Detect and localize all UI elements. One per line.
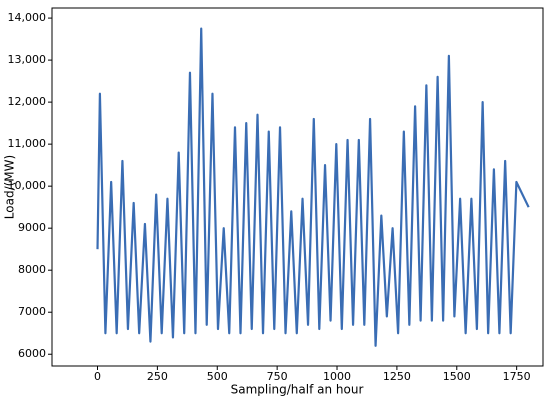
line-series xyxy=(96,27,530,347)
x-tick-label: 1000 xyxy=(323,370,351,383)
y-tick-label: 7000 xyxy=(18,305,46,318)
y-tick-label: 10,000 xyxy=(8,179,47,192)
y-tick-label: 11,000 xyxy=(8,137,47,150)
x-tick-label: 750 xyxy=(267,370,288,383)
plot-frame xyxy=(51,7,544,367)
x-tick-label: 0 xyxy=(94,370,101,383)
y-tick-label: 9000 xyxy=(18,221,46,234)
x-tick-label: 250 xyxy=(147,370,168,383)
y-tick-label: 13,000 xyxy=(8,53,47,66)
y-tick-label: 12,000 xyxy=(8,95,47,108)
y-axis-title: Load/(MW) xyxy=(3,155,17,219)
y-tick-label: 14,000 xyxy=(8,11,47,24)
y-tick-label: 8000 xyxy=(18,263,46,276)
x-tick-label: 1750 xyxy=(503,370,531,383)
y-tick-label: 6000 xyxy=(18,347,46,360)
x-tick-label: 500 xyxy=(207,370,228,383)
x-tick-label: 1500 xyxy=(443,370,471,383)
x-axis-title: Sampling/half an hour xyxy=(231,383,364,397)
x-tick-label: 1250 xyxy=(383,370,411,383)
